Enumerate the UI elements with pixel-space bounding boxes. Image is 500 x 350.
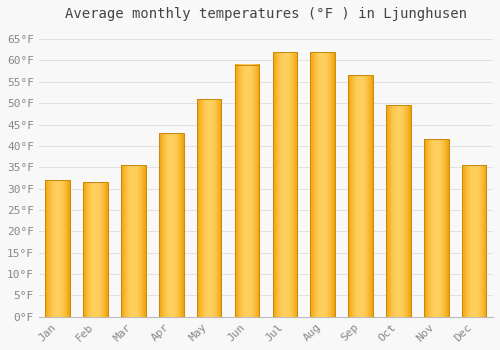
Bar <box>462 165 486 317</box>
Bar <box>272 52 297 317</box>
Bar <box>159 133 184 317</box>
Bar <box>310 52 335 317</box>
Bar <box>234 65 260 317</box>
Bar <box>121 165 146 317</box>
Bar <box>84 182 108 317</box>
Bar <box>424 140 448 317</box>
Bar <box>197 99 222 317</box>
Bar <box>46 180 70 317</box>
Bar <box>386 105 410 317</box>
Bar <box>348 75 373 317</box>
Title: Average monthly temperatures (°F ) in Ljunghusen: Average monthly temperatures (°F ) in Lj… <box>65 7 467 21</box>
